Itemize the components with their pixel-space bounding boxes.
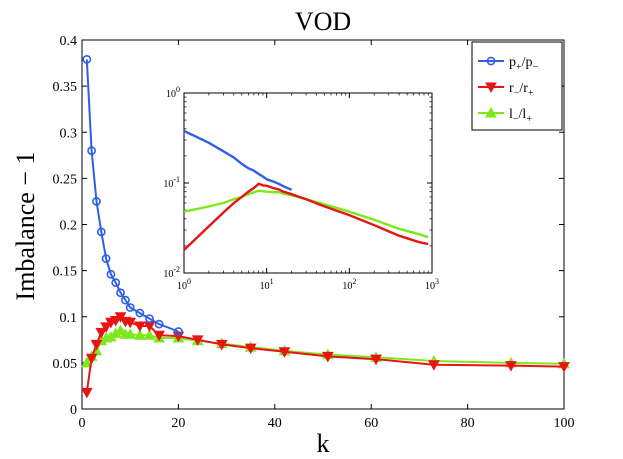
y-axis-label: Imbalance − 1 bbox=[11, 152, 40, 301]
series-triangle-down bbox=[80, 312, 570, 399]
legend: p+/p− r−/r+ l−/l+ bbox=[471, 41, 563, 131]
y-tick-label: 0 bbox=[70, 403, 77, 418]
data-point bbox=[101, 254, 111, 264]
data-point bbox=[90, 339, 103, 351]
legend-marker bbox=[485, 82, 497, 94]
data-point bbox=[95, 327, 108, 339]
legend-label: p+/p− bbox=[509, 55, 539, 73]
data-point bbox=[116, 288, 125, 298]
x-tick-label: 0 bbox=[79, 416, 86, 431]
data-point bbox=[505, 361, 517, 372]
series-circle bbox=[82, 54, 183, 336]
legend-label: r−/r+ bbox=[509, 81, 534, 99]
legend-marker bbox=[485, 106, 497, 118]
legend-item: l−/l+ bbox=[478, 106, 532, 125]
data-point bbox=[85, 353, 98, 365]
data-point bbox=[133, 329, 146, 340]
inset-series-line bbox=[183, 129, 293, 191]
data-point bbox=[100, 322, 112, 333]
data-point bbox=[125, 303, 135, 312]
data-point bbox=[133, 321, 146, 333]
data-point bbox=[87, 146, 97, 156]
y-tick-label: 0.1 bbox=[60, 311, 78, 326]
data-point bbox=[80, 387, 93, 399]
data-point bbox=[173, 327, 183, 336]
data-point bbox=[82, 54, 92, 64]
data-point bbox=[111, 278, 121, 288]
inset-axes-frame bbox=[183, 92, 433, 274]
data-point bbox=[145, 314, 154, 323]
data-point bbox=[154, 319, 164, 329]
series-line bbox=[85, 59, 179, 333]
y-tick-label: 0.4 bbox=[60, 34, 78, 49]
data-point bbox=[124, 328, 137, 339]
inset-x-tick-label: 101 bbox=[260, 277, 274, 292]
inset-series bbox=[183, 129, 429, 251]
x-tick-label: 40 bbox=[268, 416, 282, 431]
data-point bbox=[106, 269, 116, 279]
y-tick-label: 0.15 bbox=[53, 265, 78, 280]
data-point bbox=[215, 339, 228, 351]
data-point bbox=[321, 351, 334, 363]
inset-x-tick-label: 102 bbox=[342, 277, 356, 292]
data-point bbox=[124, 317, 137, 329]
inset-y-tick-label: 10-1 bbox=[163, 175, 180, 190]
inset-y-tick-label: 10-2 bbox=[163, 265, 180, 280]
data-point bbox=[428, 360, 440, 371]
data-point bbox=[96, 227, 106, 237]
data-point bbox=[80, 356, 93, 368]
data-point bbox=[114, 324, 127, 336]
data-point bbox=[153, 330, 165, 342]
data-point bbox=[109, 315, 122, 327]
inset-series-line bbox=[183, 189, 429, 239]
legend-items: p+/p− r−/r+ l−/l+ bbox=[478, 55, 539, 125]
y-tick-label: 0.3 bbox=[60, 126, 78, 141]
x-tick-label: 80 bbox=[461, 416, 475, 431]
legend-marker bbox=[486, 56, 496, 66]
inset-y-tick-label: 100 bbox=[166, 85, 180, 100]
y-tick-label: 0.35 bbox=[53, 80, 78, 95]
x-tick-label: 100 bbox=[554, 416, 575, 431]
inset-x-tick-label: 103 bbox=[425, 277, 439, 292]
x-axis-label: k bbox=[317, 429, 330, 458]
data-point bbox=[92, 197, 101, 206]
inset-plot-area: 100 101 102 103 10-2 10-1 100 bbox=[163, 85, 439, 292]
data-point bbox=[278, 347, 291, 358]
data-point bbox=[191, 335, 204, 346]
data-point bbox=[120, 295, 130, 305]
data-point bbox=[244, 343, 257, 355]
data-point bbox=[135, 308, 145, 318]
main-series bbox=[80, 54, 570, 399]
inset-ticks: 100 101 102 103 10-2 10-1 100 bbox=[163, 85, 439, 292]
main-ticks: 0 20 40 60 80 100 0 0.05 0.1 0.15 0.2 0.25 0.3 0.35 0.… bbox=[53, 34, 575, 431]
legend-item: r−/r+ bbox=[478, 81, 534, 99]
data-point bbox=[370, 354, 382, 366]
chart-title: VOD bbox=[295, 7, 351, 36]
inset-x-tick-label: 100 bbox=[177, 277, 191, 292]
x-tick-label: 60 bbox=[364, 416, 378, 431]
y-tick-label: 0.25 bbox=[53, 172, 78, 187]
data-point bbox=[143, 329, 156, 340]
legend-label: l−/l+ bbox=[509, 107, 532, 125]
data-point bbox=[558, 362, 570, 373]
inset-series-line bbox=[183, 182, 429, 251]
y-tick-label: 0.2 bbox=[60, 219, 78, 234]
y-tick-label: 0.05 bbox=[53, 357, 78, 372]
x-tick-label: 20 bbox=[171, 416, 185, 431]
legend-item: p+/p− bbox=[478, 55, 539, 73]
